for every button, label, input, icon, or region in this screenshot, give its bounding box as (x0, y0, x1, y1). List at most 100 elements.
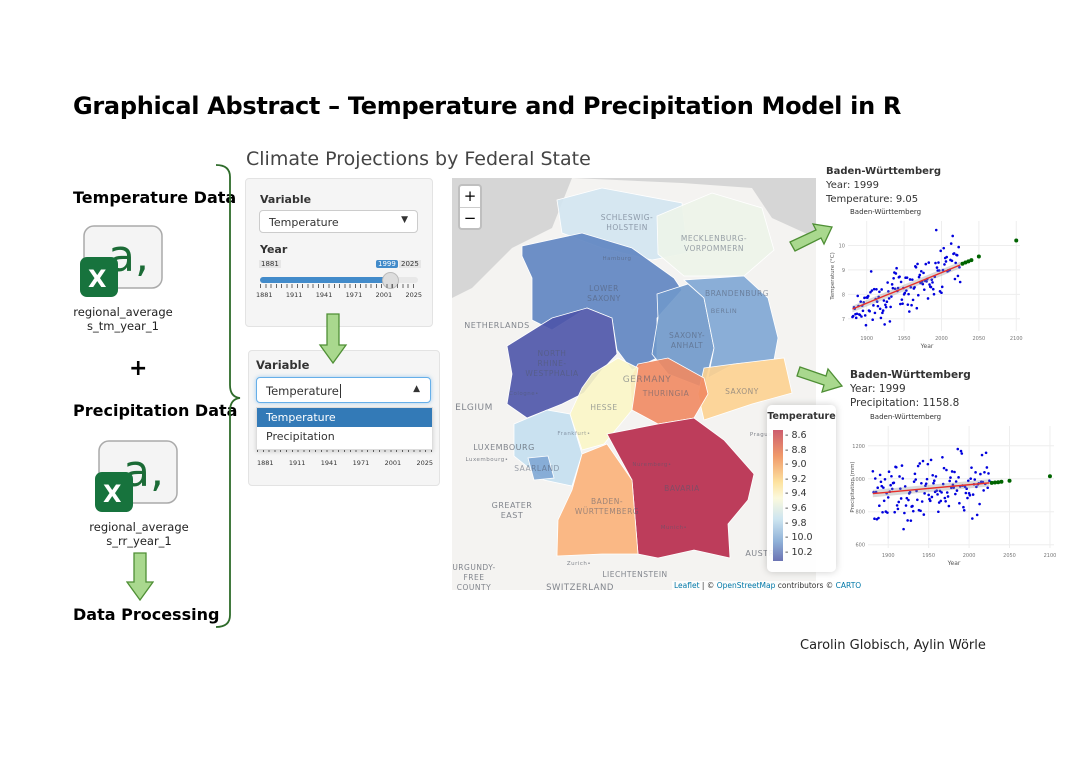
data-point (944, 499, 947, 503)
legend-tick: - 8.8 (785, 444, 807, 456)
data-point (932, 481, 935, 485)
legend-tick: - 10.2 (785, 546, 813, 558)
data-point (941, 268, 945, 272)
x-tick-label: 2050 (1003, 553, 1016, 559)
map-label: Zurich• (567, 561, 591, 567)
data-point (911, 504, 914, 508)
excel-file-icon[interactable]: a, X (95, 440, 181, 514)
data-point (911, 509, 915, 513)
data-point (959, 449, 963, 453)
data-point (941, 455, 944, 459)
year-min-label: 1881 (259, 260, 281, 268)
variable-select[interactable]: Temperature ▼ (259, 210, 418, 233)
data-point (880, 288, 883, 291)
variable-select[interactable]: Temperature​ ▲ (256, 377, 431, 403)
data-point (875, 288, 878, 291)
data-point (973, 478, 977, 481)
data-point (877, 516, 880, 520)
data-point (881, 510, 884, 514)
map-label: WESTPHALIA (525, 369, 579, 378)
data-point (916, 464, 920, 468)
data-point (899, 497, 903, 500)
data-point (892, 276, 895, 280)
data-point (931, 281, 934, 284)
data-point (917, 275, 921, 279)
data-point (955, 489, 959, 492)
tick-label: 2025 (405, 291, 422, 299)
data-point (927, 261, 931, 264)
state-baden-württemberg[interactable] (556, 443, 639, 557)
data-point (984, 451, 988, 455)
data-point (893, 510, 896, 514)
data-point (988, 479, 991, 483)
data-point (974, 471, 977, 474)
data-point (881, 309, 885, 312)
data-point (890, 295, 893, 298)
map-label: Luxembourg• (465, 457, 508, 463)
data-point (905, 496, 909, 500)
right-arrow-icon (789, 223, 833, 252)
zoom-in-button[interactable]: + (460, 186, 480, 208)
map-label: GERMANY (623, 375, 672, 385)
data-point (890, 283, 894, 286)
variable-label: Variable (256, 358, 310, 372)
data-point (876, 304, 880, 308)
map-label: MECKLENBURG- (681, 234, 747, 243)
legend-tick: - 10.0 (785, 532, 813, 544)
data-point (958, 265, 961, 269)
choropleth-map[interactable]: SCHLESWIG- HOLSTEIN MECKLENBURG- VORPOMMERN… (452, 178, 816, 590)
carto-link[interactable]: CARTO (835, 581, 862, 590)
chart-title: Baden-Württemberg (870, 413, 941, 421)
data-point (871, 318, 874, 321)
y-tick-label: 600 (855, 543, 865, 549)
x-tick-label: 1950 (898, 336, 911, 342)
data-point (899, 487, 902, 490)
excel-file-icon[interactable]: a, X (80, 225, 166, 299)
data-point (903, 485, 907, 488)
data-point (922, 271, 925, 275)
data-point (878, 473, 882, 477)
data-point (886, 496, 890, 499)
osm-link[interactable]: OpenStreetMap (716, 581, 776, 590)
projection-point (999, 479, 1004, 484)
state-lower-saxony[interactable] (521, 232, 683, 371)
map-label: BERLIN (711, 307, 737, 315)
state-saarland[interactable] (527, 455, 555, 481)
map-label: URGUNDY- (452, 563, 495, 572)
data-point (936, 493, 939, 496)
data-point (950, 470, 954, 473)
trend-line (852, 264, 961, 310)
data-point (884, 305, 888, 309)
map-label: Munich• (661, 525, 688, 531)
projection-point (1047, 474, 1052, 479)
data-point (916, 262, 919, 266)
year-slider-track[interactable] (260, 277, 418, 283)
precipitation-tooltip: Baden-Württemberg Year: 1999 Precipitati… (850, 368, 971, 410)
data-point (934, 475, 938, 478)
map-label: Nuremberg• (632, 462, 671, 468)
down-arrow-icon (126, 552, 154, 602)
data-point (910, 303, 913, 307)
map-label: HESSE (590, 403, 617, 412)
option-temperature[interactable]: Temperature (257, 408, 432, 427)
authors: Carolin Globisch, Aylin Wörle (800, 638, 986, 653)
data-point (965, 487, 968, 491)
option-precipitation[interactable]: Precipitation (266, 430, 335, 443)
data-point (924, 482, 928, 485)
state-mecklenburg-vorpommern[interactable] (656, 192, 775, 277)
data-point (895, 266, 898, 270)
state-hesse[interactable] (569, 357, 639, 451)
x-tick-label: 2100 (1044, 553, 1057, 559)
y-tick-label: 7 (842, 317, 845, 323)
zoom-out-button[interactable]: − (463, 209, 477, 227)
data-point (855, 312, 859, 316)
x-tick-label: 2100 (1010, 336, 1023, 342)
data-point (899, 302, 902, 306)
data-point (905, 276, 909, 279)
map-label: EAST (501, 511, 524, 520)
year-max-label: 2025 (399, 260, 421, 268)
map-label: LIECHTENSTEIN (602, 570, 667, 579)
leaflet-link[interactable]: Leaflet (674, 581, 700, 590)
variable-dropdown-menu: Temperature Precipitation (256, 407, 433, 450)
data-point (958, 280, 962, 284)
